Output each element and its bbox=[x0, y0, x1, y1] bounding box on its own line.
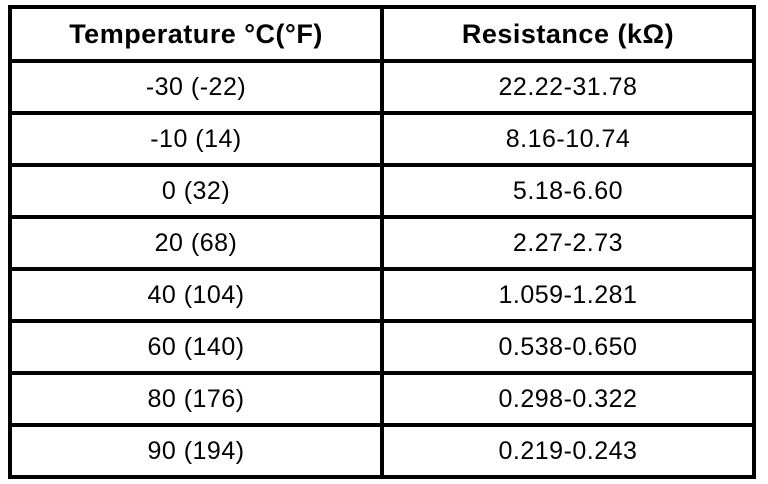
temperature-cell: 90 (194) bbox=[8, 423, 384, 479]
table-header-row: Temperature °C(°F) Resistance (kΩ) bbox=[8, 5, 756, 63]
resistance-cell: 0.298-0.322 bbox=[380, 371, 756, 427]
resistance-cell: 22.22-31.78 bbox=[380, 59, 756, 115]
table-row: 60 (140) 0.538-0.650 bbox=[8, 319, 756, 375]
resistance-cell: 1.059-1.281 bbox=[380, 267, 756, 323]
temperature-resistance-table: Temperature °C(°F) Resistance (kΩ) -30 (… bbox=[8, 5, 756, 479]
resistance-cell: 0.538-0.650 bbox=[380, 319, 756, 375]
column-header-temperature: Temperature °C(°F) bbox=[8, 5, 384, 63]
table-row: 20 (68) 2.27-2.73 bbox=[8, 215, 756, 271]
table-row: -30 (-22) 22.22-31.78 bbox=[8, 59, 756, 115]
resistance-cell: 8.16-10.74 bbox=[380, 111, 756, 167]
resistance-cell: 2.27-2.73 bbox=[380, 215, 756, 271]
table-row: 40 (104) 1.059-1.281 bbox=[8, 267, 756, 323]
table-row: 80 (176) 0.298-0.322 bbox=[8, 371, 756, 427]
resistance-cell: 5.18-6.60 bbox=[380, 163, 756, 219]
temperature-cell: -10 (14) bbox=[8, 111, 384, 167]
table-row: 90 (194) 0.219-0.243 bbox=[8, 423, 756, 479]
temperature-cell: 40 (104) bbox=[8, 267, 384, 323]
temperature-cell: 0 (32) bbox=[8, 163, 384, 219]
temperature-cell: 60 (140) bbox=[8, 319, 384, 375]
table-row: 0 (32) 5.18-6.60 bbox=[8, 163, 756, 219]
table-row: -10 (14) 8.16-10.74 bbox=[8, 111, 756, 167]
temperature-cell: -30 (-22) bbox=[8, 59, 384, 115]
resistance-cell: 0.219-0.243 bbox=[380, 423, 756, 479]
temperature-cell: 20 (68) bbox=[8, 215, 384, 271]
column-header-resistance: Resistance (kΩ) bbox=[380, 5, 756, 63]
temperature-cell: 80 (176) bbox=[8, 371, 384, 427]
